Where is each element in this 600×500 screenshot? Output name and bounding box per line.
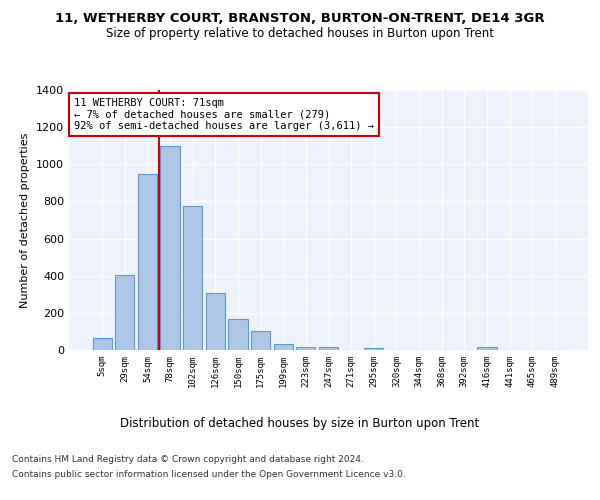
Bar [251,332,270,350]
Bar [138,174,157,350]
Bar [183,206,202,350]
Bar [319,347,338,350]
Text: Contains public sector information licensed under the Open Government Licence v3: Contains public sector information licen… [12,470,406,479]
Bar [92,338,112,350]
Y-axis label: Number of detached properties: Number of detached properties [20,132,31,308]
Bar [364,348,383,350]
Text: Contains HM Land Registry data © Crown copyright and database right 2024.: Contains HM Land Registry data © Crown c… [12,455,364,464]
Text: Distribution of detached houses by size in Burton upon Trent: Distribution of detached houses by size … [121,418,479,430]
Text: 11, WETHERBY COURT, BRANSTON, BURTON-ON-TRENT, DE14 3GR: 11, WETHERBY COURT, BRANSTON, BURTON-ON-… [55,12,545,26]
Bar [477,347,497,350]
Bar [296,347,316,350]
Text: Size of property relative to detached houses in Burton upon Trent: Size of property relative to detached ho… [106,28,494,40]
Bar [160,146,180,350]
Bar [229,320,248,350]
Bar [274,344,293,350]
Bar [115,275,134,350]
Bar [206,294,225,350]
Text: 11 WETHERBY COURT: 71sqm
← 7% of detached houses are smaller (279)
92% of semi-d: 11 WETHERBY COURT: 71sqm ← 7% of detache… [74,98,374,131]
